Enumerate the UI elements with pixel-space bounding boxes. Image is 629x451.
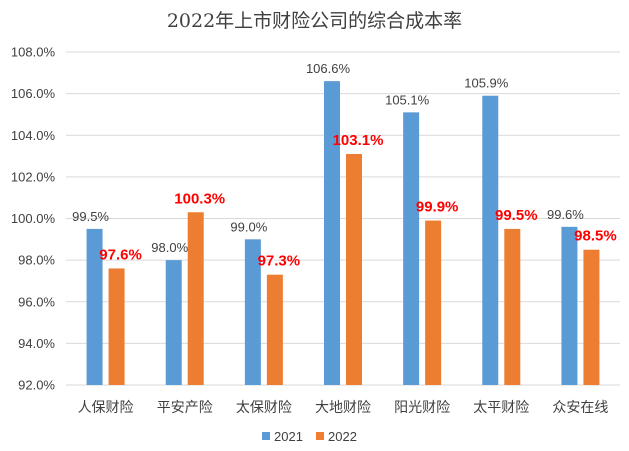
- bar-2021: [403, 112, 420, 385]
- data-label-2021: 105.9%: [464, 76, 509, 91]
- data-label-2022: 103.1%: [333, 132, 384, 149]
- data-label-2021: 105.1%: [385, 92, 430, 107]
- bar-2022: [425, 220, 442, 385]
- x-tick-label: 平安产险: [157, 400, 213, 416]
- bar-2022: [266, 274, 283, 385]
- y-tick-label: 104.0%: [11, 128, 56, 143]
- bar-2021: [482, 95, 499, 386]
- bar-2022: [187, 212, 204, 385]
- y-tick-label: 92.0%: [18, 378, 55, 393]
- x-tick-label: 太平财险: [473, 400, 529, 416]
- bar-2022: [346, 153, 362, 385]
- data-label-2021: 99.6%: [547, 207, 584, 222]
- y-tick-label: 100.0%: [11, 211, 56, 226]
- x-tick-label: 众安在线: [552, 400, 608, 416]
- legend-label-2021: 2021: [274, 429, 303, 444]
- bar-2021: [324, 81, 340, 385]
- data-label-2022: 98.5%: [574, 228, 617, 245]
- bar-2022: [108, 268, 125, 385]
- bar-2021: [86, 228, 103, 385]
- y-tick-label: 108.0%: [11, 45, 56, 60]
- bar-2022: [583, 249, 600, 385]
- legend-swatch-2022: [316, 432, 324, 440]
- legend-swatch-2021: [262, 432, 270, 440]
- data-label-2021: 106.6%: [306, 61, 351, 76]
- data-label-2022: 99.9%: [416, 199, 459, 216]
- y-tick-label: 96.0%: [18, 294, 55, 309]
- data-label-2022: 100.3%: [174, 190, 225, 207]
- data-label-2021: 99.0%: [230, 219, 267, 234]
- y-tick-label: 98.0%: [18, 253, 55, 268]
- data-label-2022: 97.6%: [99, 246, 142, 263]
- bar-2021: [561, 226, 578, 385]
- x-tick-label: 大地财险: [315, 400, 371, 416]
- bar-2021: [244, 239, 261, 385]
- y-tick-label: 102.0%: [11, 169, 56, 184]
- y-tick-label: 106.0%: [11, 86, 56, 101]
- chart-title: 2022年上市财险公司的综合成本率: [166, 10, 463, 32]
- data-label-2022: 99.5%: [495, 207, 538, 224]
- data-label-2022: 97.3%: [258, 253, 301, 270]
- legend-label-2022: 2022: [328, 429, 357, 444]
- data-label-2021: 98.0%: [151, 240, 188, 255]
- y-tick-label: 94.0%: [18, 336, 55, 351]
- x-tick-label: 太保财险: [236, 400, 292, 416]
- x-tick-label: 人保财险: [78, 400, 134, 416]
- data-label-2021: 99.5%: [72, 209, 109, 224]
- bar-2021: [165, 260, 182, 385]
- x-tick-label: 阳光财险: [394, 400, 450, 416]
- bar-2022: [504, 228, 521, 385]
